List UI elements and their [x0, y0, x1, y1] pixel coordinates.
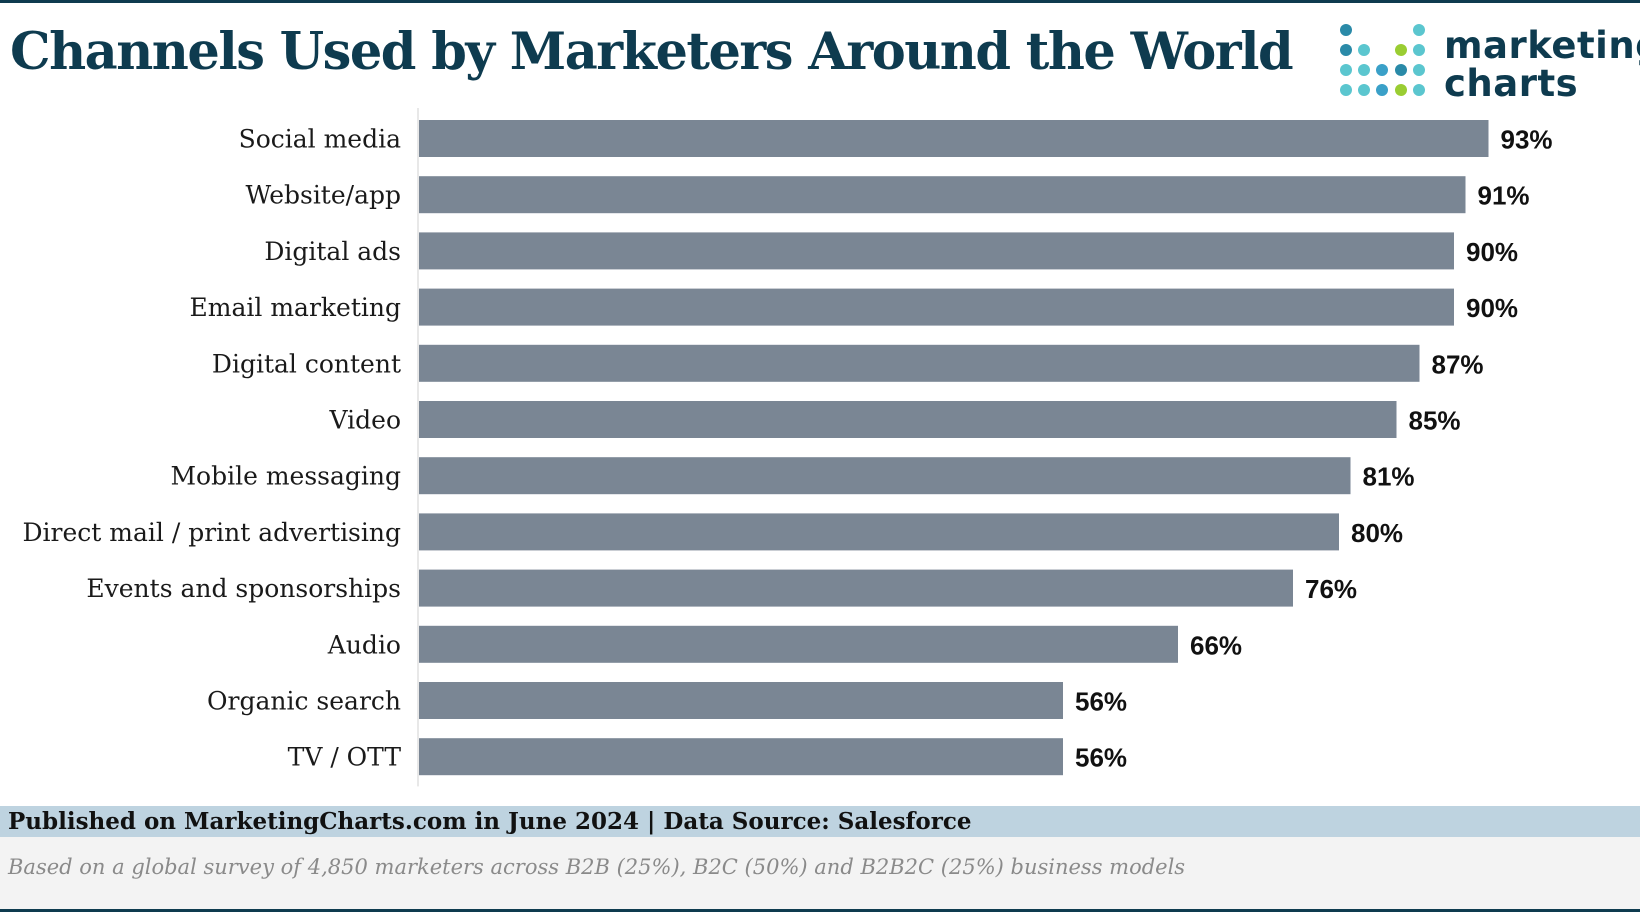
bar — [419, 120, 1489, 157]
category-label: Social media — [239, 125, 402, 154]
marketingcharts-logo — [1336, 22, 1636, 107]
logo-dot — [1358, 84, 1370, 96]
logo-dot — [1413, 84, 1425, 96]
logo-dot — [1340, 84, 1352, 96]
bar — [419, 625, 1178, 663]
top-rule — [0, 0, 1640, 3]
logo-dot — [1358, 44, 1370, 56]
category-label: Digital ads — [264, 237, 401, 266]
logo-dots-icon — [1340, 24, 1425, 96]
logo-dot — [1376, 64, 1388, 76]
logo-dot — [1395, 44, 1407, 56]
bar — [419, 513, 1339, 551]
category-label: Organic search — [207, 687, 401, 716]
bar-chart: Social media 93% Website/app 91% Digital ads… — [0, 100, 1640, 790]
bar — [419, 288, 1454, 326]
value-label: 66% — [1190, 630, 1242, 660]
logo-dot — [1340, 64, 1352, 76]
logo-dot — [1413, 44, 1425, 56]
note-band — [0, 837, 1640, 909]
category-label: Audio — [327, 630, 401, 659]
value-label: 85% — [1409, 406, 1461, 436]
source-text: Published on MarketingCharts.com in June… — [8, 808, 972, 835]
bar — [419, 344, 1420, 382]
category-label: Mobile messaging — [170, 462, 401, 491]
chart-title: Channels Used by Marketers Around the Wo… — [10, 22, 1294, 82]
bar — [419, 738, 1063, 776]
logo-dot — [1413, 64, 1425, 76]
logo-dot — [1340, 44, 1352, 56]
category-label: Website/app — [246, 181, 401, 210]
bar — [419, 457, 1351, 495]
logo-dot — [1395, 64, 1407, 76]
bar — [419, 232, 1454, 270]
category-label: Email marketing — [190, 293, 401, 322]
bar — [419, 401, 1397, 438]
logo-dot — [1395, 84, 1407, 96]
logo-dot — [1376, 84, 1388, 96]
logo-line-2: charts — [1444, 62, 1579, 105]
value-label: 90% — [1466, 293, 1518, 323]
value-label: 80% — [1351, 518, 1403, 548]
survey-note: Based on a global survey of 4,850 market… — [8, 855, 1186, 879]
category-label: Video — [329, 406, 401, 435]
value-label: 91% — [1478, 181, 1530, 211]
value-label: 87% — [1432, 349, 1484, 379]
logo-dot — [1413, 24, 1425, 36]
value-label: 76% — [1305, 574, 1357, 604]
value-label: 90% — [1466, 237, 1518, 267]
value-label: 81% — [1363, 462, 1415, 492]
bar — [419, 682, 1063, 719]
bar-chart-svg: Social media 93% Website/app 91% Digital ads… — [23, 108, 1553, 787]
category-label: TV / OTT — [288, 743, 402, 772]
logo-line-1: marketing — [1444, 24, 1640, 67]
value-label: 93% — [1501, 125, 1553, 155]
logo-dot — [1358, 64, 1370, 76]
category-label: Direct mail / print advertising — [23, 518, 402, 547]
source-band — [0, 806, 1640, 837]
bar — [419, 569, 1293, 607]
category-label: Events and sponsorships — [86, 574, 401, 603]
bottom-rule — [0, 909, 1640, 912]
value-label: 56% — [1075, 687, 1127, 717]
bar — [419, 176, 1466, 214]
logo-dot — [1340, 24, 1352, 36]
value-label: 56% — [1075, 743, 1127, 773]
category-label: Digital content — [212, 349, 401, 378]
